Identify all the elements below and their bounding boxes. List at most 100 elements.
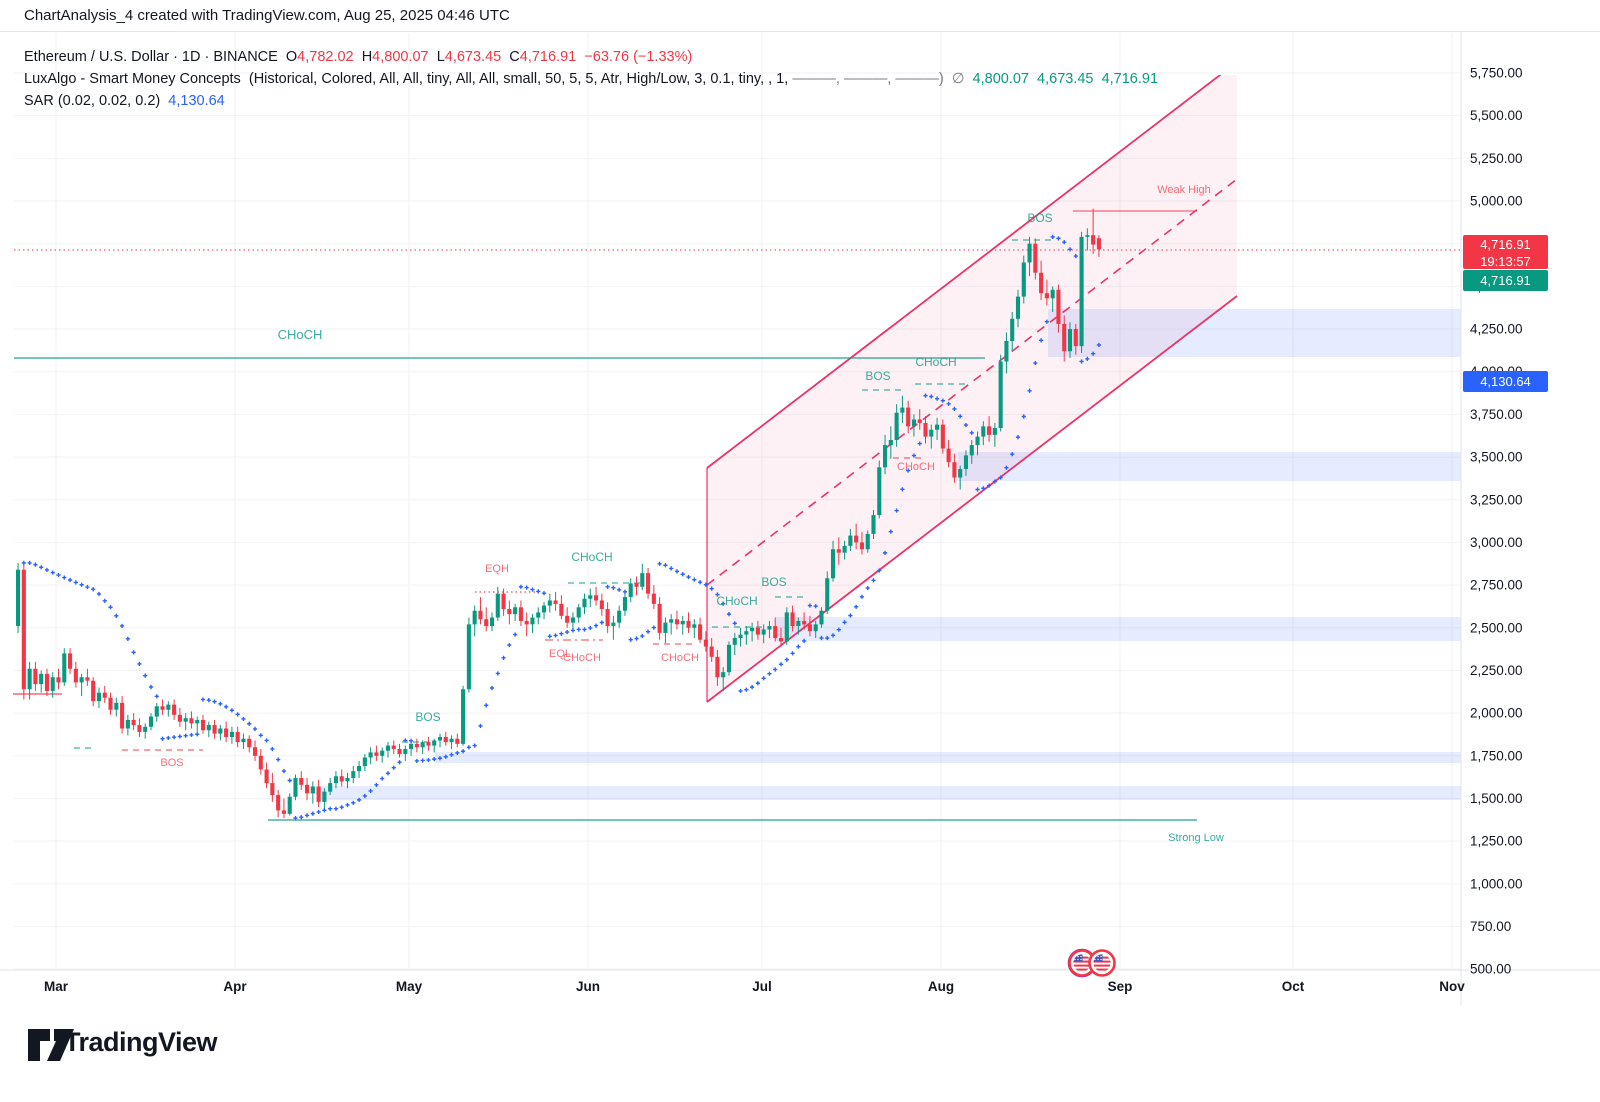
candle[interactable] — [322, 788, 327, 809]
candle[interactable] — [975, 431, 980, 456]
candle[interactable] — [559, 595, 564, 620]
candle[interactable] — [16, 562, 21, 633]
candle[interactable] — [507, 600, 512, 625]
candle[interactable] — [368, 747, 373, 765]
candle[interactable] — [738, 627, 743, 647]
price-axis[interactable]: 5,750.005,500.005,250.005,000.004,750.00… — [1470, 66, 1523, 977]
candle[interactable] — [1085, 228, 1090, 251]
candle[interactable] — [709, 638, 714, 662]
candle[interactable] — [466, 617, 471, 693]
candle[interactable] — [200, 714, 206, 734]
candle[interactable] — [206, 721, 211, 738]
candle[interactable] — [900, 395, 905, 423]
candle[interactable] — [940, 419, 945, 454]
candle[interactable] — [224, 721, 229, 743]
candle[interactable] — [172, 699, 177, 720]
candle[interactable] — [443, 731, 448, 746]
candle[interactable] — [137, 718, 142, 738]
candle[interactable] — [79, 673, 84, 697]
candle[interactable] — [588, 588, 593, 608]
candle[interactable] — [883, 434, 888, 475]
candle[interactable] — [1033, 238, 1038, 280]
candle[interactable] — [108, 692, 113, 715]
symbol-title[interactable]: Ethereum / U.S. Dollar · 1D · BINANCE — [24, 49, 278, 65]
candle[interactable] — [778, 627, 784, 647]
candle[interactable] — [674, 610, 680, 630]
candle[interactable] — [813, 620, 818, 639]
candle[interactable] — [177, 708, 182, 727]
candle[interactable] — [802, 612, 807, 630]
legend-luxalgo-row[interactable]: LuxAlgo - Smart Money Concepts (Historic… — [24, 68, 1158, 90]
candle[interactable] — [657, 597, 662, 640]
candle[interactable] — [830, 540, 836, 582]
candle[interactable] — [287, 793, 292, 816]
candle[interactable] — [374, 745, 379, 761]
candle[interactable] — [651, 585, 656, 609]
candle[interactable] — [281, 798, 286, 819]
candle[interactable] — [923, 416, 928, 444]
candle[interactable] — [1091, 208, 1096, 254]
candle[interactable] — [865, 530, 870, 553]
candle[interactable] — [125, 714, 130, 736]
candle[interactable] — [825, 571, 830, 615]
candle[interactable] — [495, 586, 500, 621]
candle[interactable] — [44, 668, 49, 697]
candle[interactable] — [952, 453, 957, 483]
candle[interactable] — [68, 648, 73, 674]
candle[interactable] — [761, 624, 766, 644]
tradingview-logo-icon[interactable] — [24, 1023, 264, 1093]
candle[interactable] — [96, 687, 102, 709]
candle[interactable] — [848, 528, 853, 551]
candle[interactable] — [796, 617, 801, 635]
candle[interactable] — [698, 617, 703, 644]
candle[interactable] — [686, 612, 691, 633]
candle[interactable] — [328, 777, 333, 796]
candle[interactable] — [39, 670, 44, 693]
candle[interactable] — [461, 685, 466, 746]
candle[interactable] — [692, 619, 697, 639]
candle[interactable] — [998, 354, 1003, 432]
candle[interactable] — [1010, 311, 1015, 352]
candle[interactable] — [1067, 322, 1073, 359]
candle[interactable] — [1044, 279, 1049, 306]
candle[interactable] — [1073, 323, 1078, 355]
candle[interactable] — [102, 685, 107, 703]
time-axis[interactable]: Mar Apr May Jun Jul Aug Sep Oct Nov — [44, 979, 1465, 994]
candle[interactable] — [316, 779, 321, 808]
candle[interactable] — [859, 532, 864, 555]
candle[interactable] — [426, 737, 431, 751]
candle[interactable] — [1039, 260, 1044, 301]
candle[interactable] — [894, 404, 899, 447]
candle[interactable] — [513, 603, 518, 621]
candle[interactable] — [362, 754, 367, 772]
candle[interactable] — [143, 723, 148, 739]
legend-symbol-row[interactable]: Ethereum / U.S. Dollar · 1D · BINANCE O4… — [24, 46, 1158, 68]
candlestick-series[interactable] — [16, 208, 1101, 819]
candle[interactable] — [114, 697, 119, 717]
candle[interactable] — [293, 774, 298, 801]
candle[interactable] — [166, 701, 171, 717]
candle[interactable] — [807, 615, 812, 637]
candle[interactable] — [397, 743, 402, 758]
tradingview-wordmark[interactable]: TradingView — [64, 1027, 218, 1057]
candle[interactable] — [56, 668, 61, 690]
candle[interactable] — [148, 713, 154, 731]
candle[interactable] — [640, 563, 645, 591]
candle[interactable] — [252, 740, 258, 761]
candle[interactable] — [594, 586, 599, 606]
candle[interactable] — [605, 602, 610, 633]
candle[interactable] — [784, 607, 789, 645]
candle[interactable] — [62, 648, 67, 686]
candle[interactable] — [420, 740, 425, 755]
candle[interactable] — [726, 641, 732, 676]
candle[interactable] — [518, 600, 523, 627]
candle[interactable] — [958, 465, 963, 490]
candle[interactable] — [541, 602, 547, 620]
candle[interactable] — [669, 614, 674, 635]
candle[interactable] — [264, 762, 269, 789]
candle[interactable] — [1050, 286, 1055, 312]
candle[interactable] — [703, 631, 708, 652]
candle[interactable] — [524, 612, 529, 637]
candle[interactable] — [339, 769, 344, 787]
candle[interactable] — [409, 742, 414, 756]
